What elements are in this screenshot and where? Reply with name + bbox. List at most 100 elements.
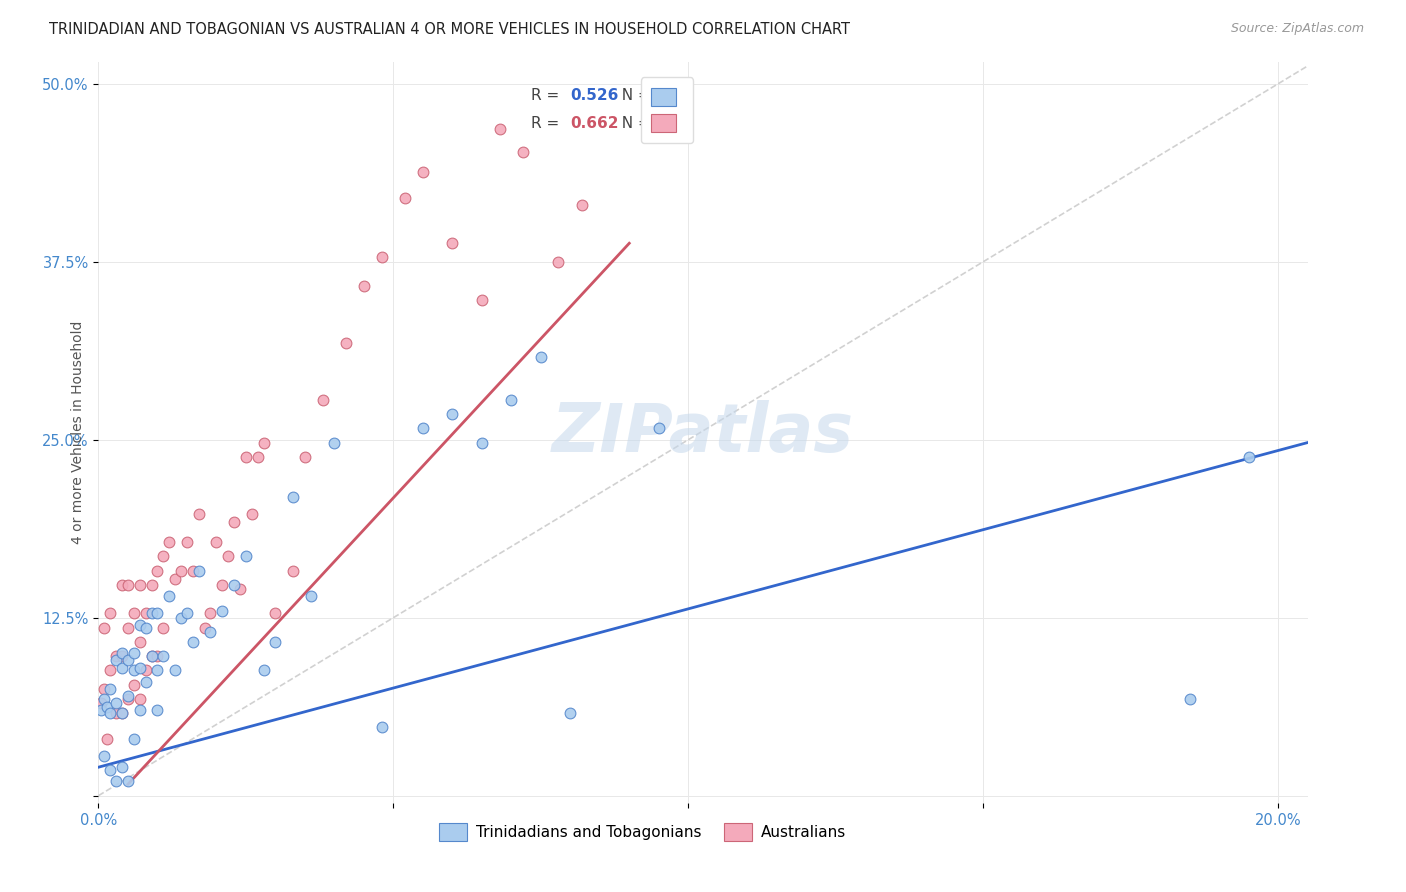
Point	[117, 691, 139, 706]
Text: 59: 59	[655, 116, 676, 131]
Point	[105, 774, 128, 789]
Point	[128, 617, 150, 632]
Text: TRINIDADIAN AND TOBAGONIAN VS AUSTRALIAN 4 OR MORE VEHICLES IN HOUSEHOLD CORRELA: TRINIDADIAN AND TOBAGONIAN VS AUSTRALIAN…	[49, 22, 851, 37]
Point	[335, 335, 357, 350]
Point	[240, 507, 263, 521]
Point	[264, 607, 287, 621]
Point	[128, 703, 150, 717]
Point	[98, 706, 121, 720]
Point	[117, 621, 139, 635]
Point	[98, 763, 121, 777]
Point	[176, 607, 198, 621]
Point	[412, 165, 434, 179]
Text: Source: ZipAtlas.com: Source: ZipAtlas.com	[1230, 22, 1364, 36]
Point	[571, 198, 593, 212]
Point	[211, 604, 233, 618]
Point	[512, 145, 534, 160]
Point	[441, 407, 464, 421]
Legend: Trinidadians and Tobagonians, Australians: Trinidadians and Tobagonians, Australian…	[433, 817, 852, 847]
Point	[135, 621, 157, 635]
Point	[117, 578, 139, 592]
Point	[111, 706, 134, 720]
Point	[157, 535, 180, 549]
Point	[105, 653, 128, 667]
Point	[170, 564, 193, 578]
Point	[323, 435, 346, 450]
Point	[252, 435, 274, 450]
Point	[111, 706, 134, 720]
Point	[96, 700, 118, 714]
Point	[222, 578, 245, 592]
Point	[235, 450, 257, 464]
Point	[93, 691, 115, 706]
Point	[141, 607, 163, 621]
Point	[170, 611, 193, 625]
Text: 0.662: 0.662	[569, 116, 619, 131]
Point	[146, 703, 169, 717]
Point	[135, 664, 157, 678]
Point	[128, 635, 150, 649]
Point	[165, 572, 187, 586]
Text: ZIPatlas: ZIPatlas	[553, 400, 853, 466]
Point	[370, 251, 392, 265]
Point	[117, 653, 139, 667]
Point	[501, 392, 523, 407]
Point	[111, 646, 134, 660]
Point	[117, 774, 139, 789]
Point	[547, 254, 569, 268]
Point	[181, 635, 204, 649]
Point	[128, 660, 150, 674]
Point	[128, 691, 150, 706]
Point	[281, 490, 304, 504]
Point	[176, 535, 198, 549]
Point	[90, 703, 112, 717]
Point	[135, 607, 157, 621]
Point	[1237, 450, 1260, 464]
Point	[98, 681, 121, 696]
Point	[648, 421, 671, 435]
Point	[264, 635, 287, 649]
Point	[560, 706, 582, 720]
Point	[187, 507, 209, 521]
Point	[211, 578, 233, 592]
Point	[146, 564, 169, 578]
Text: N =: N =	[613, 116, 657, 131]
Point	[141, 578, 163, 592]
Point	[96, 731, 118, 746]
Point	[122, 664, 145, 678]
Point	[141, 649, 163, 664]
Point	[217, 549, 239, 564]
Point	[141, 649, 163, 664]
Point	[471, 435, 494, 450]
Point	[294, 450, 316, 464]
Point	[93, 621, 115, 635]
Text: 56: 56	[655, 87, 676, 103]
Point	[1178, 691, 1201, 706]
Point	[157, 590, 180, 604]
Point	[281, 564, 304, 578]
Y-axis label: 4 or more Vehicles in Household: 4 or more Vehicles in Household	[70, 321, 84, 544]
Point	[165, 664, 187, 678]
Point	[152, 621, 174, 635]
Point	[122, 607, 145, 621]
Text: 0.526: 0.526	[569, 87, 619, 103]
Point	[488, 122, 510, 136]
Point	[235, 549, 257, 564]
Point	[111, 760, 134, 774]
Point	[135, 674, 157, 689]
Point	[105, 649, 128, 664]
Point	[299, 590, 322, 604]
Point	[93, 748, 115, 763]
Point	[98, 607, 121, 621]
Point	[205, 535, 228, 549]
Point	[105, 696, 128, 710]
Point	[412, 421, 434, 435]
Point	[311, 392, 333, 407]
Point	[530, 350, 553, 364]
Point	[370, 720, 392, 734]
Point	[187, 564, 209, 578]
Point	[122, 731, 145, 746]
Point	[222, 516, 245, 530]
Point	[146, 649, 169, 664]
Point	[122, 678, 145, 692]
